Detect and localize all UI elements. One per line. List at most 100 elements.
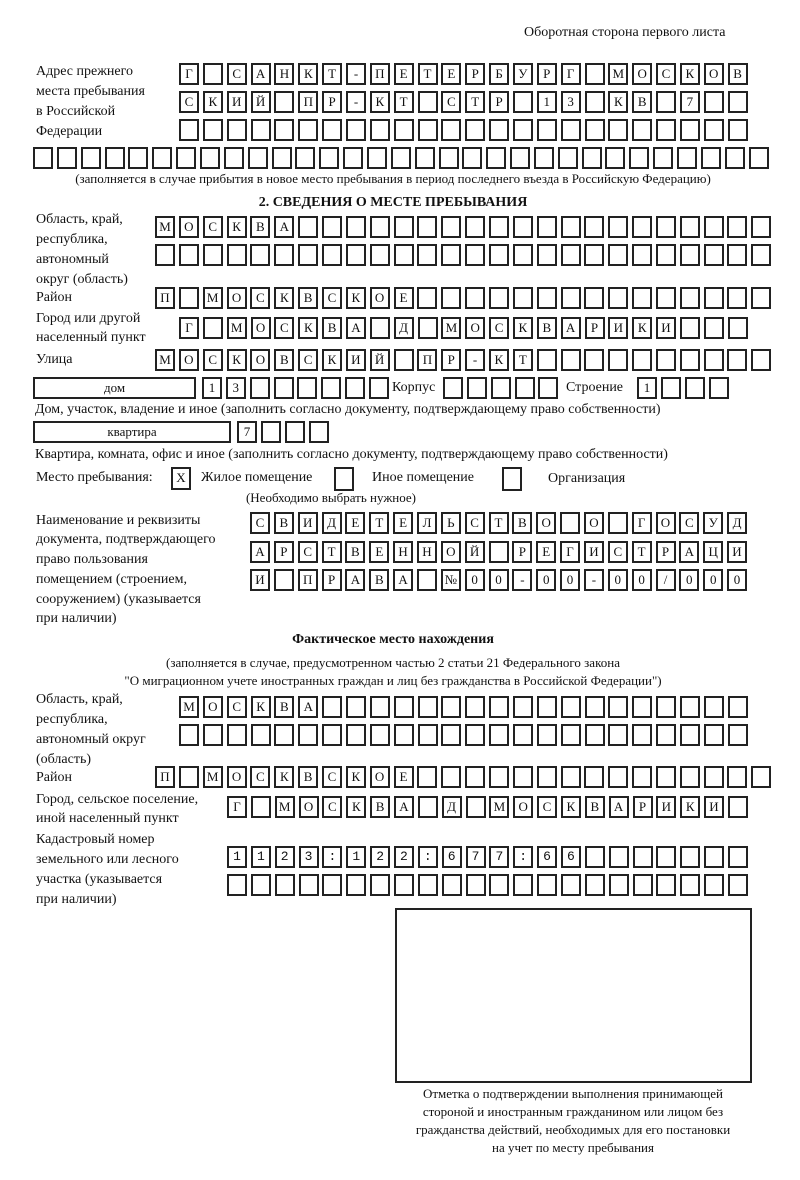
char-cell[interactable]: 1 <box>536 91 557 113</box>
char-cell[interactable]: С <box>226 696 247 718</box>
char-cell[interactable] <box>608 846 629 868</box>
char-cell[interactable]: 7 <box>679 91 700 113</box>
char-cell[interactable] <box>608 119 629 141</box>
char-cell[interactable]: О <box>369 287 390 309</box>
char-cell[interactable] <box>346 724 366 746</box>
char-cell[interactable] <box>202 119 223 141</box>
char-cell[interactable]: О <box>369 766 390 788</box>
char-cell[interactable] <box>298 216 319 238</box>
char-cell[interactable]: С <box>322 766 342 788</box>
char-cell[interactable] <box>202 317 223 339</box>
char-cell[interactable] <box>727 724 748 746</box>
char-cell[interactable] <box>465 846 486 868</box>
char-cell[interactable]: К <box>298 317 319 339</box>
char-cell[interactable] <box>488 244 509 266</box>
char-cell[interactable]: С <box>226 63 247 85</box>
char-cell[interactable]: А <box>274 216 295 238</box>
char-cell[interactable] <box>417 796 438 818</box>
char-cell[interactable]: Е <box>369 541 390 563</box>
char-cell[interactable]: П <box>297 569 318 591</box>
char-cell[interactable]: Е <box>345 512 366 534</box>
char-cell[interactable] <box>393 216 414 238</box>
char-cell[interactable]: № <box>440 569 461 591</box>
char-cell[interactable]: 1 <box>202 377 222 399</box>
char-cell[interactable] <box>703 287 724 309</box>
char-cell[interactable] <box>703 696 724 718</box>
char-cell[interactable] <box>441 696 462 718</box>
char-cell[interactable] <box>322 874 343 896</box>
char-cell[interactable]: В <box>584 796 605 818</box>
char-cell[interactable] <box>607 512 628 534</box>
char-cell[interactable] <box>80 147 101 169</box>
char-cell[interactable]: В <box>345 541 366 563</box>
char-cell[interactable]: С <box>441 91 462 113</box>
char-cell[interactable] <box>247 147 268 169</box>
char-cell[interactable]: В <box>370 796 391 818</box>
char-cell[interactable] <box>417 696 438 718</box>
char-cell[interactable]: Г <box>560 541 580 563</box>
char-cell[interactable] <box>178 766 199 788</box>
char-cell[interactable]: К <box>679 63 700 85</box>
char-cell[interactable]: Т <box>512 349 533 371</box>
char-cell[interactable] <box>489 874 510 896</box>
char-cell[interactable] <box>465 287 486 309</box>
char-cell[interactable] <box>298 874 319 896</box>
char-cell[interactable] <box>393 119 414 141</box>
char-cell[interactable] <box>560 874 581 896</box>
char-cell[interactable]: В <box>274 696 295 718</box>
char-cell[interactable] <box>608 216 629 238</box>
char-cell[interactable] <box>346 846 367 868</box>
char-cell[interactable]: С <box>489 317 510 339</box>
char-cell[interactable] <box>537 874 557 896</box>
char-cell[interactable]: О <box>703 63 724 85</box>
char-cell[interactable]: К <box>274 766 295 788</box>
char-cell[interactable] <box>536 724 557 746</box>
char-cell[interactable] <box>370 846 391 868</box>
char-cell[interactable] <box>584 91 605 113</box>
char-cell[interactable]: А <box>298 696 319 718</box>
char-cell[interactable] <box>584 696 605 718</box>
stay-checkbox-other[interactable] <box>334 467 354 491</box>
char-cell[interactable]: - <box>465 349 486 371</box>
char-cell[interactable]: И <box>250 569 270 591</box>
char-cell[interactable]: Т <box>393 91 414 113</box>
char-cell[interactable] <box>700 147 721 169</box>
char-cell[interactable]: К <box>298 63 319 85</box>
char-cell[interactable] <box>557 147 578 169</box>
char-cell[interactable] <box>605 147 626 169</box>
char-cell[interactable]: С <box>202 349 223 371</box>
char-cell[interactable]: А <box>393 569 414 591</box>
char-cell[interactable] <box>274 244 295 266</box>
char-cell[interactable] <box>417 724 438 746</box>
char-cell[interactable] <box>679 287 700 309</box>
char-cell[interactable]: 3 <box>225 377 246 399</box>
char-cell[interactable] <box>417 216 438 238</box>
char-cell[interactable] <box>727 766 748 788</box>
char-cell[interactable] <box>536 216 557 238</box>
char-cell[interactable] <box>250 796 271 818</box>
char-cell[interactable] <box>369 377 389 399</box>
char-cell[interactable] <box>298 244 319 266</box>
char-cell[interactable]: Т <box>631 541 652 563</box>
char-cell[interactable] <box>703 766 724 788</box>
char-cell[interactable] <box>274 846 295 868</box>
char-cell[interactable] <box>346 119 366 141</box>
char-cell[interactable]: К <box>202 91 223 113</box>
char-cell[interactable] <box>584 63 605 85</box>
char-cell[interactable] <box>560 287 581 309</box>
char-cell[interactable] <box>536 244 557 266</box>
char-cell[interactable]: В <box>369 569 390 591</box>
char-cell[interactable] <box>655 349 676 371</box>
char-cell[interactable] <box>656 724 676 746</box>
char-cell[interactable]: В <box>727 63 748 85</box>
char-cell[interactable]: С <box>250 287 271 309</box>
char-cell[interactable]: К <box>369 91 390 113</box>
char-cell[interactable] <box>250 724 271 746</box>
char-cell[interactable]: Т <box>322 63 343 85</box>
char-cell[interactable] <box>489 846 510 868</box>
char-cell[interactable]: И <box>727 541 747 563</box>
char-cell[interactable]: Р <box>632 796 653 818</box>
char-cell[interactable]: Е <box>393 287 414 309</box>
char-cell[interactable] <box>465 244 486 266</box>
char-cell[interactable]: В <box>632 91 653 113</box>
